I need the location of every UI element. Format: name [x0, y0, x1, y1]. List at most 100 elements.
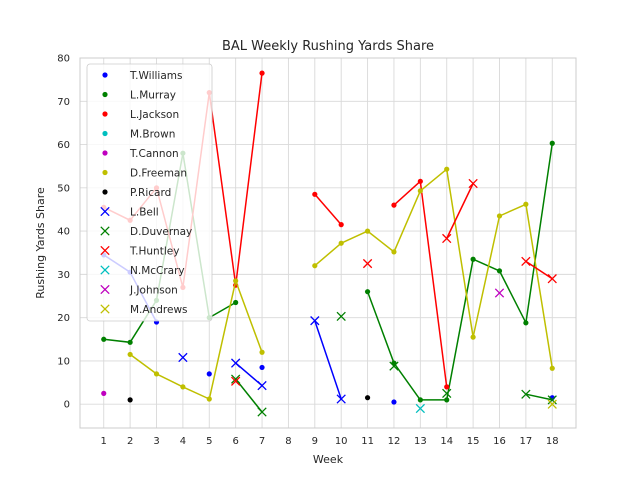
- x-tick-label: 7: [259, 436, 265, 447]
- legend-label-d-duvernay: D.Duvernay: [130, 226, 192, 238]
- legend-label-d-freeman: D.Freeman: [130, 168, 187, 180]
- legend-label-m-brown: M.Brown: [130, 129, 175, 141]
- series-t-huntley: [230, 178, 557, 386]
- y-tick-label: 20: [57, 313, 70, 324]
- data-point-t-huntley: [547, 274, 557, 284]
- data-point-l-jackson: [417, 178, 423, 184]
- data-point-l-murray: [417, 397, 423, 403]
- y-tick-label: 80: [57, 54, 70, 65]
- x-tick-label: 3: [153, 436, 159, 447]
- data-point-l-jackson: [444, 384, 450, 390]
- y-tick-label: 30: [57, 270, 70, 281]
- data-point-l-murray: [233, 299, 239, 306]
- legend-marker-l-murray: [102, 91, 108, 98]
- legend-label-m-andrews: M.Andrews: [130, 304, 188, 316]
- x-tick-label: 9: [312, 436, 318, 447]
- x-tick-label: 14: [440, 436, 453, 447]
- y-tick-label: 40: [57, 227, 70, 238]
- data-point-d-freeman: [549, 365, 555, 371]
- series-line-d-duvernay: [525, 393, 553, 401]
- data-point-l-bell: [257, 380, 267, 391]
- data-point-l-jackson: [259, 70, 265, 76]
- legend-label-l-jackson: L.Jackson: [130, 109, 179, 121]
- x-tick-label: 17: [520, 436, 533, 447]
- data-point-t-huntley: [362, 258, 373, 269]
- data-point-d-duvernay: [547, 395, 557, 405]
- y-tick-label: 50: [57, 183, 70, 194]
- data-point-d-freeman: [206, 396, 212, 402]
- data-point-t-williams: [206, 371, 212, 377]
- series-n-mccrary: [415, 403, 426, 414]
- y-tick-label: 60: [57, 140, 70, 151]
- data-point-l-jackson: [391, 202, 397, 208]
- x-tick-label: 12: [388, 436, 401, 447]
- legend-label-j-johnson: J.Johnson: [129, 285, 178, 297]
- series-d-freeman: [127, 166, 555, 402]
- legend-marker-l-bell: [100, 206, 110, 217]
- legend-label-t-cannon: T.Cannon: [129, 148, 179, 160]
- legend-marker-t-cannon: [102, 150, 108, 156]
- data-point-d-freeman: [312, 263, 318, 269]
- data-point-t-huntley: [230, 376, 241, 386]
- data-point-d-duvernay: [230, 374, 241, 384]
- data-point-m-andrews: [547, 399, 557, 409]
- data-point-p-ricard: [127, 397, 133, 403]
- x-tick-label: 8: [285, 436, 291, 447]
- series-p-ricard: [127, 395, 371, 403]
- data-point-d-freeman: [496, 213, 503, 219]
- data-point-d-duvernay: [257, 407, 267, 417]
- data-point-d-freeman: [180, 384, 186, 390]
- x-tick-label: 6: [232, 436, 238, 447]
- x-tick-label: 2: [127, 436, 133, 447]
- y-tick-label: 0: [64, 400, 70, 411]
- data-point-d-freeman: [338, 240, 344, 246]
- legend-label-t-williams: T.Williams: [129, 70, 182, 82]
- data-point-l-bell: [178, 352, 188, 363]
- legend-label-p-ricard: P.Ricard: [130, 187, 171, 199]
- series-j-johnson: [494, 288, 505, 298]
- legend-marker-m-brown: [102, 130, 108, 137]
- data-point-l-jackson: [312, 191, 318, 197]
- data-point-t-cannon: [101, 390, 107, 396]
- y-axis-label: Rushing Yards Share: [34, 187, 47, 299]
- legend-label-l-bell: L.Bell: [130, 207, 159, 219]
- data-point-l-murray: [523, 320, 529, 326]
- data-point-p-ricard: [364, 395, 371, 401]
- data-point-t-huntley: [521, 256, 531, 267]
- series-line-l-bell: [314, 320, 342, 400]
- legend-marker-d-freeman: [102, 169, 108, 176]
- data-point-d-duvernay: [442, 388, 452, 399]
- legend-label-t-huntley: T.Huntley: [129, 246, 179, 258]
- legend-label-l-murray: L.Murray: [130, 90, 176, 102]
- data-point-l-jackson: [338, 222, 344, 228]
- x-tick-label: 5: [206, 436, 212, 447]
- series-m-andrews: [547, 399, 557, 409]
- data-point-d-freeman: [364, 228, 371, 234]
- data-point-d-freeman: [233, 278, 239, 284]
- data-point-l-bell: [336, 394, 346, 404]
- data-point-d-freeman: [444, 166, 450, 172]
- data-point-d-freeman: [417, 188, 423, 194]
- data-point-d-duvernay: [521, 389, 531, 399]
- x-tick-label: 16: [493, 436, 506, 447]
- series-line-t-huntley: [525, 260, 553, 280]
- data-point-d-duvernay: [389, 361, 399, 371]
- data-point-d-freeman: [153, 371, 160, 377]
- legend: T.Williams L.Murray L.Jackson M.Brown T.Cann…: [86, 63, 213, 322]
- data-point-l-murray: [364, 289, 371, 295]
- series-line-d-duvernay: [235, 378, 263, 413]
- data-point-t-williams: [259, 364, 265, 371]
- x-axis-label: Week: [313, 453, 344, 466]
- series-l-bell: [178, 316, 346, 404]
- data-point-t-huntley: [468, 178, 478, 189]
- legend-marker-t-williams: [102, 72, 108, 78]
- legend-marker-n-mccrary: [100, 265, 110, 275]
- data-point-d-freeman: [470, 334, 476, 340]
- data-point-t-williams: [391, 399, 397, 405]
- x-tick-label: 15: [467, 436, 480, 447]
- data-point-d-freeman: [259, 349, 265, 355]
- plot-frame: [79, 57, 577, 429]
- legend-label-n-mccrary: N.McCrary: [130, 265, 185, 277]
- data-point-n-mccrary: [415, 403, 426, 414]
